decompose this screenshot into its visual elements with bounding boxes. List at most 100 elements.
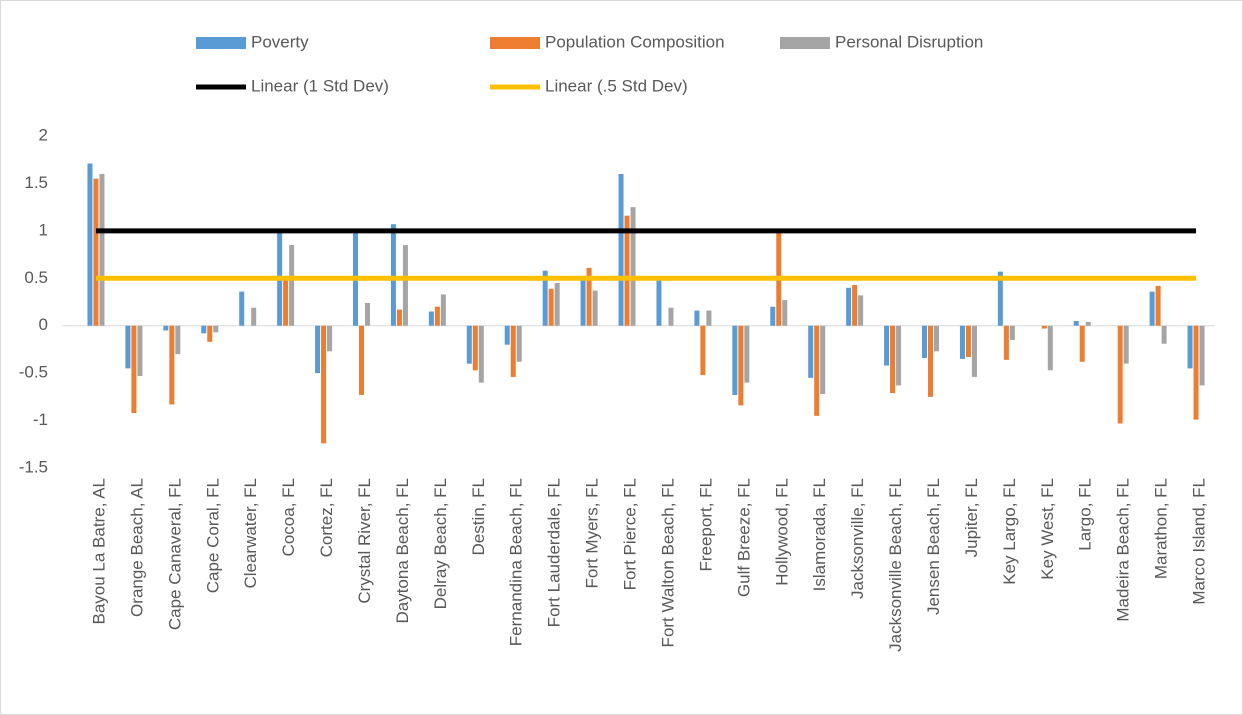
x-tick-label: Jensen Beach, FL [924, 478, 943, 615]
x-tick-label: Jacksonville Beach, FL [886, 478, 905, 652]
y-tick-label: 1 [39, 220, 48, 239]
bar [516, 325, 522, 362]
x-tick-label: Freeport, FL [696, 478, 715, 572]
x-tick-label: Marathon, FL [1152, 478, 1171, 579]
bar [965, 325, 971, 358]
bar [1073, 320, 1079, 326]
bar [738, 325, 744, 406]
y-tick-label: 0.5 [24, 268, 48, 287]
x-tick-label: Jacksonville, FL [848, 478, 867, 599]
x-tick-label: Key Largo, FL [1000, 478, 1019, 585]
bar [213, 325, 219, 333]
bar [858, 295, 864, 326]
x-tick-label: Bayou La Batre, AL [89, 478, 108, 625]
bar [365, 302, 370, 326]
legend-label: Population Composition [545, 32, 725, 51]
bar [207, 325, 213, 342]
bar [396, 309, 402, 326]
x-tick-label: Clearwater, FL [241, 478, 260, 589]
x-tick-label: Madeira Beach, FL [1114, 478, 1133, 622]
bar [700, 325, 706, 376]
bar [997, 271, 1003, 326]
bar [163, 325, 169, 331]
x-tick-label: Cape Canaveral, FL [165, 478, 184, 630]
y-tick-label: -0.5 [19, 363, 48, 382]
bar [1003, 325, 1009, 360]
legend-label: Linear (1 Std Dev) [251, 76, 389, 95]
bar [694, 310, 700, 326]
legend-label: Personal Disruption [835, 32, 983, 51]
bar [315, 325, 321, 374]
bar [668, 307, 674, 326]
bar [428, 311, 434, 326]
bar [656, 280, 662, 326]
bar [971, 325, 977, 377]
bar [327, 325, 333, 352]
bar [390, 224, 396, 326]
x-tick-label: Cocoa, FL [279, 478, 298, 556]
x-tick-label: Islamorada, FL [810, 478, 829, 591]
x-tick-label: Jupiter, FL [962, 478, 981, 557]
bar [744, 325, 750, 383]
bar [884, 325, 890, 366]
x-tick-label: Fort Walton Beach, FL [658, 478, 677, 647]
bar [510, 325, 516, 377]
bar [548, 288, 554, 326]
bar [1041, 325, 1047, 329]
bar [504, 325, 510, 345]
bar [896, 325, 902, 386]
bar [542, 270, 548, 326]
bar [1009, 325, 1015, 340]
x-tick-label: Largo, FL [1076, 478, 1095, 551]
bar [592, 290, 598, 326]
bar [169, 325, 175, 405]
y-tick-label: 2 [39, 125, 48, 144]
y-tick-label: -1.5 [19, 457, 48, 476]
bar [554, 283, 560, 326]
bar [624, 215, 630, 326]
legend-swatch [780, 37, 830, 49]
x-tick-label: Crystal River, FL [355, 478, 374, 604]
bar [922, 325, 927, 358]
bar [359, 325, 364, 395]
bar [732, 325, 738, 395]
bar [1085, 321, 1091, 326]
x-tick-label: Fort Pierce, FL [621, 478, 640, 590]
bar [131, 325, 137, 413]
bar [251, 307, 257, 326]
bar [478, 325, 484, 383]
y-tick-label: 0 [39, 315, 48, 334]
bar [283, 278, 289, 326]
bar [125, 325, 131, 369]
bar [321, 325, 327, 444]
x-tick-label: Destin, FL [469, 478, 488, 555]
bar [472, 325, 478, 371]
y-tick-label: 1.5 [24, 173, 48, 192]
bar [586, 267, 592, 326]
bar [1161, 325, 1167, 344]
bar [239, 291, 245, 326]
bar [402, 245, 408, 326]
bar [820, 325, 826, 395]
bar [93, 178, 99, 326]
bar [846, 287, 852, 326]
bar [466, 325, 472, 364]
bar [808, 325, 814, 378]
bar [770, 306, 776, 326]
legend-swatch [196, 37, 246, 49]
x-tick-label: Key West, FL [1038, 478, 1057, 580]
bar [201, 325, 207, 334]
bar [434, 306, 440, 326]
bar [1155, 285, 1161, 326]
bar [175, 325, 181, 355]
x-tick-label: Orange Beach, AL [127, 478, 146, 617]
bar [1047, 325, 1053, 371]
bar [1117, 325, 1123, 424]
legend-swatch [490, 37, 540, 49]
legend-label: Poverty [251, 32, 309, 51]
bar [630, 207, 636, 326]
bar [618, 173, 624, 326]
bar [928, 325, 933, 397]
